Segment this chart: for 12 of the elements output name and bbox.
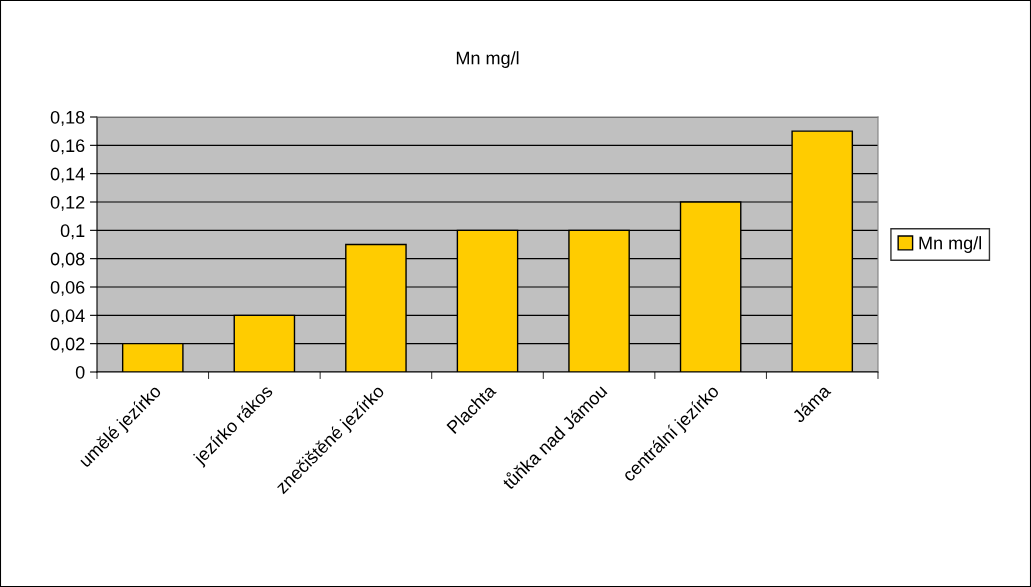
y-tick-label: 0,18: [50, 110, 85, 126]
legend-label: Mn mg/l: [919, 236, 982, 253]
y-tick-label: 0,04: [50, 309, 85, 325]
y-tick-label: 0: [75, 365, 85, 379]
y-tick-label: 0,12: [50, 195, 85, 211]
y-tick-label: 0,16: [50, 139, 85, 155]
y-tick-label: 0,02: [50, 337, 85, 353]
y-tick-label: 0,06: [50, 280, 85, 296]
y-tick-label: 0,1: [60, 224, 85, 240]
y-tick-label: 0,08: [50, 252, 85, 268]
y-tick-label: 0,14: [50, 167, 85, 183]
chart-title: Mn mg/l: [456, 51, 519, 68]
